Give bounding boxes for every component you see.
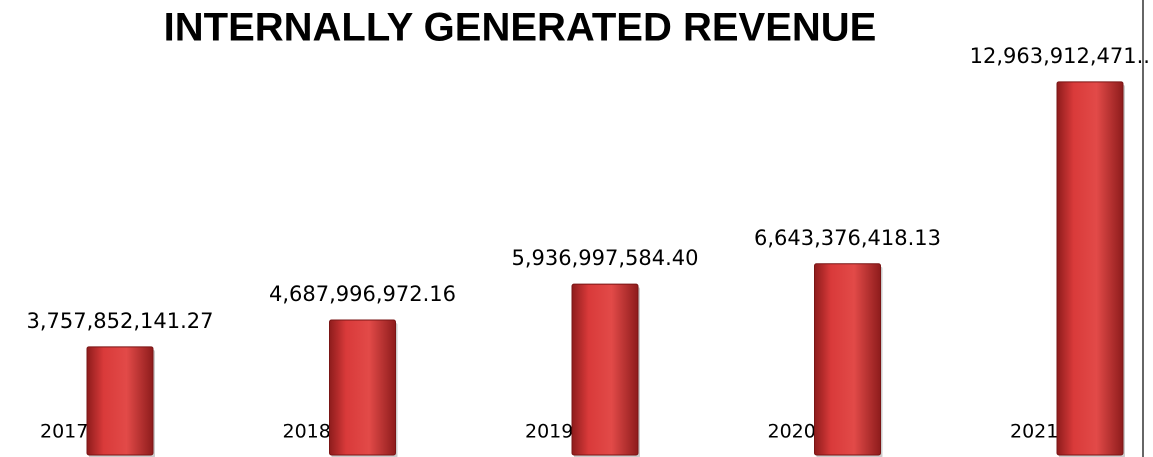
chart-title: INTERNALLY GENERATED REVENUE [164,6,877,50]
value-label: 4,687,996,972.16 [269,282,456,306]
value-label: 6,643,376,418.13 [754,226,941,250]
bar [329,319,396,456]
value-label: 5,936,997,584.40 [511,246,698,270]
x-tick-label: 2019 [525,421,573,443]
x-tick-label: 2021 [1010,421,1058,443]
x-tick-label: 2017 [40,421,88,443]
value-label: 3,757,852,141.27 [26,309,213,333]
bar [86,346,154,456]
bar [814,263,881,456]
value-label: 12,963,912,471.. [970,44,1150,68]
x-tick-label: 2018 [283,421,331,443]
bar [1056,81,1124,456]
x-tick-label: 2020 [768,421,816,443]
bar [571,283,639,456]
